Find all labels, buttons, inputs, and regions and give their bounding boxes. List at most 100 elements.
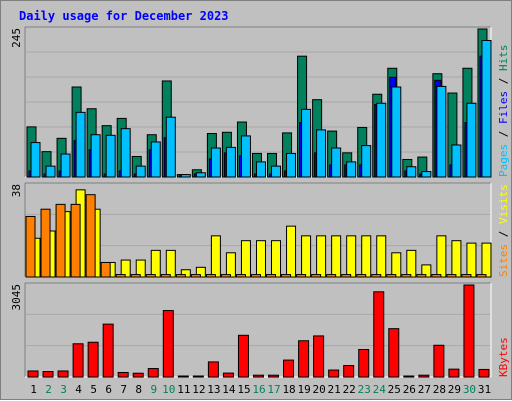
bar-sites-day-19 — [296, 274, 307, 278]
bar-visits-day-21 — [331, 235, 342, 278]
bar-sites-day-16 — [250, 274, 261, 278]
legend-entry: KBytes — [497, 337, 510, 377]
bar-pages-day-21 — [331, 147, 342, 178]
bar-visits-day-20 — [316, 235, 327, 278]
bar-kbytes-day-3 — [57, 370, 69, 378]
bar-sites-day-11 — [175, 274, 186, 278]
bar-kbytes-day-19 — [298, 340, 310, 378]
bar-pages-day-15 — [240, 135, 251, 178]
bar-kbytes-day-11 — [177, 375, 189, 378]
bar-kbytes-day-30 — [463, 284, 475, 378]
bar-kbytes-day-10 — [162, 310, 174, 378]
day-label-25: 25 — [388, 383, 401, 396]
day-label-6: 6 — [105, 383, 112, 396]
bar-kbytes-day-18 — [283, 359, 295, 378]
bar-pages-day-19 — [301, 108, 312, 178]
day-label-24: 24 — [373, 383, 387, 396]
bar-visits-day-28 — [436, 235, 447, 278]
day-label-8: 8 — [135, 383, 142, 396]
day-label-11: 11 — [177, 383, 190, 396]
bar-pages-day-23 — [361, 145, 372, 178]
bar-pages-day-9 — [150, 141, 161, 178]
bar-visits-day-13 — [210, 235, 221, 278]
bar-sites-day-10 — [160, 274, 171, 278]
legend-entry: Files — [497, 91, 510, 124]
bar-visits-day-29 — [451, 240, 462, 278]
day-label-16: 16 — [252, 383, 265, 396]
bar-pages-day-2 — [45, 165, 56, 178]
bar-kbytes-day-17 — [268, 374, 280, 378]
bar-pages-day-10 — [165, 116, 176, 178]
day-label-27: 27 — [418, 383, 431, 396]
day-label-5: 5 — [90, 383, 97, 396]
bar-pages-day-18 — [286, 152, 297, 178]
bar-sites-day-28 — [431, 274, 442, 278]
day-label-13: 13 — [207, 383, 220, 396]
legend-entry: Visits — [497, 184, 510, 224]
bar-pages-day-5 — [90, 134, 101, 178]
bar-sites-day-27 — [416, 274, 427, 278]
bar-sites-day-31 — [476, 274, 487, 278]
bar-visits-day-31 — [481, 242, 492, 278]
day-label-10: 10 — [162, 383, 175, 396]
day-label-21: 21 — [328, 383, 341, 396]
legend-entry: / — [497, 124, 510, 144]
bar-pages-day-31 — [481, 39, 492, 178]
bar-visits-day-23 — [361, 235, 372, 278]
bar-pages-day-22 — [346, 161, 357, 178]
bar-pages-day-6 — [105, 134, 116, 178]
bar-visits-day-22 — [346, 235, 357, 278]
legend-entry: Pages — [497, 144, 510, 177]
legend-entry: Sites — [497, 244, 510, 277]
bar-pages-day-16 — [255, 161, 266, 178]
day-label-4: 4 — [75, 383, 82, 396]
bar-pages-day-28 — [436, 85, 447, 178]
day-label-9: 9 — [150, 383, 157, 396]
bar-pages-day-1 — [30, 142, 41, 178]
day-label-7: 7 — [120, 383, 127, 396]
bar-visits-day-26 — [406, 249, 417, 278]
bar-visits-day-9 — [150, 249, 161, 278]
bar-pages-day-14 — [225, 146, 236, 178]
bar-visits-day-16 — [255, 240, 266, 278]
bar-kbytes-day-8 — [132, 372, 144, 378]
day-label-26: 26 — [403, 383, 416, 396]
bar-sites-day-13 — [205, 274, 216, 278]
max-label-kbytes: 3045 — [10, 284, 23, 311]
bar-kbytes-day-31 — [478, 368, 490, 378]
bar-pages-day-8 — [135, 165, 146, 178]
max-label-visits-sites: 38 — [10, 184, 23, 197]
day-label-12: 12 — [192, 383, 205, 396]
bar-sites-day-21 — [326, 274, 337, 278]
legend-kbytes: KBytes — [497, 337, 510, 377]
legend-hits-files-pages: Pages / Files / Hits — [497, 45, 510, 178]
bar-sites-day-25 — [386, 274, 397, 278]
bar-kbytes-day-9 — [147, 368, 159, 378]
bar-kbytes-day-22 — [343, 365, 355, 378]
bar-pages-day-24 — [376, 102, 387, 178]
bar-pages-day-12 — [195, 172, 206, 178]
bar-kbytes-day-7 — [117, 371, 129, 378]
legend-entry: / — [497, 71, 510, 91]
bar-kbytes-day-27 — [418, 374, 430, 378]
bar-sites-day-17 — [266, 274, 277, 278]
day-label-31: 31 — [478, 383, 491, 396]
day-label-18: 18 — [282, 383, 295, 396]
max-label-hits-files-pages: 245 — [10, 28, 23, 48]
day-label-19: 19 — [297, 383, 310, 396]
bar-visits-day-24 — [376, 235, 387, 278]
bar-visits-day-19 — [301, 235, 312, 278]
bar-sites-day-7 — [115, 274, 126, 278]
bar-sites-day-12 — [190, 274, 201, 278]
day-label-23: 23 — [358, 383, 371, 396]
bar-pages-day-26 — [406, 166, 417, 178]
bar-visits-day-18 — [286, 225, 297, 278]
bar-kbytes-day-25 — [388, 328, 400, 378]
bar-sites-day-3 — [55, 203, 66, 278]
bar-pages-day-11 — [180, 174, 191, 178]
bar-sites-day-23 — [356, 274, 367, 278]
bar-kbytes-day-29 — [448, 368, 460, 378]
bar-kbytes-day-5 — [87, 341, 99, 378]
chart-title: Daily usage for December 2023 — [19, 9, 229, 23]
